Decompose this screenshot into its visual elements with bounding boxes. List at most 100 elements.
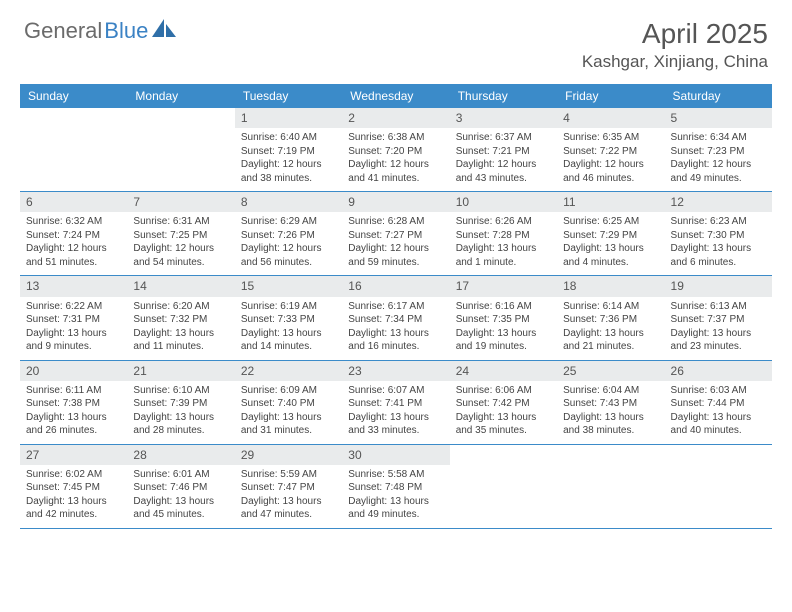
- sunset-text: Sunset: 7:41 PM: [348, 397, 443, 411]
- daylight-text: Daylight: 13 hours and 28 minutes.: [133, 411, 228, 438]
- day-number: 28: [127, 445, 234, 465]
- sunrise-text: Sunrise: 6:38 AM: [348, 131, 443, 145]
- day-cell: 30Sunrise: 5:58 AMSunset: 7:48 PMDayligh…: [342, 445, 449, 528]
- day-body: Sunrise: 6:34 AMSunset: 7:23 PMDaylight:…: [665, 128, 772, 191]
- day-number: 19: [665, 276, 772, 296]
- sunrise-text: Sunrise: 6:11 AM: [26, 384, 121, 398]
- sunset-text: Sunset: 7:24 PM: [26, 229, 121, 243]
- day-number: 30: [342, 445, 449, 465]
- weekday-header: Thursday: [450, 84, 557, 108]
- day-number: [20, 108, 127, 128]
- day-number: [127, 108, 234, 128]
- day-body: Sunrise: 6:29 AMSunset: 7:26 PMDaylight:…: [235, 212, 342, 275]
- daylight-text: Daylight: 12 hours and 46 minutes.: [563, 158, 658, 185]
- day-cell: 4Sunrise: 6:35 AMSunset: 7:22 PMDaylight…: [557, 108, 664, 191]
- day-cell: 3Sunrise: 6:37 AMSunset: 7:21 PMDaylight…: [450, 108, 557, 191]
- sunrise-text: Sunrise: 6:10 AM: [133, 384, 228, 398]
- day-number: 29: [235, 445, 342, 465]
- sunrise-text: Sunrise: 6:07 AM: [348, 384, 443, 398]
- sunrise-text: Sunrise: 6:25 AM: [563, 215, 658, 229]
- sunrise-text: Sunrise: 6:29 AM: [241, 215, 336, 229]
- sunrise-text: Sunrise: 6:23 AM: [671, 215, 766, 229]
- day-cell: [20, 108, 127, 191]
- day-cell: 21Sunrise: 6:10 AMSunset: 7:39 PMDayligh…: [127, 361, 234, 444]
- daylight-text: Daylight: 13 hours and 33 minutes.: [348, 411, 443, 438]
- sunset-text: Sunset: 7:36 PM: [563, 313, 658, 327]
- sunset-text: Sunset: 7:37 PM: [671, 313, 766, 327]
- sunset-text: Sunset: 7:27 PM: [348, 229, 443, 243]
- day-body: Sunrise: 6:22 AMSunset: 7:31 PMDaylight:…: [20, 297, 127, 360]
- day-cell: 10 Sunrise: 6:26 AMSunset: 7:28 PMDayligh…: [450, 192, 557, 275]
- day-number: 9: [342, 192, 449, 212]
- daylight-text: Daylight: 13 hours and 4 minutes.: [563, 242, 658, 269]
- sunset-text: Sunset: 7:47 PM: [241, 481, 336, 495]
- day-number: 24: [450, 361, 557, 381]
- weekday-header: Friday: [557, 84, 664, 108]
- day-cell: 25Sunrise: 6:04 AMSunset: 7:43 PMDayligh…: [557, 361, 664, 444]
- sunset-text: Sunset: 7:34 PM: [348, 313, 443, 327]
- day-body: Sunrise: 6:23 AMSunset: 7:30 PMDaylight:…: [665, 212, 772, 275]
- day-number: 15: [235, 276, 342, 296]
- sunrise-text: Sunrise: 6:01 AM: [133, 468, 228, 482]
- sunrise-text: Sunrise: 6:03 AM: [671, 384, 766, 398]
- sunset-text: Sunset: 7:21 PM: [456, 145, 551, 159]
- weeks-container: 1Sunrise: 6:40 AMSunset: 7:19 PMDaylight…: [20, 108, 772, 529]
- day-cell: 18Sunrise: 6:14 AMSunset: 7:36 PMDayligh…: [557, 276, 664, 359]
- day-cell: 24Sunrise: 6:06 AMSunset: 7:42 PMDayligh…: [450, 361, 557, 444]
- daylight-text: Daylight: 13 hours and 16 minutes.: [348, 327, 443, 354]
- daylight-text: Daylight: 13 hours and 11 minutes.: [133, 327, 228, 354]
- day-body: Sunrise: 6:01 AMSunset: 7:46 PMDaylight:…: [127, 465, 234, 528]
- sunset-text: Sunset: 7:38 PM: [26, 397, 121, 411]
- daylight-text: Daylight: 13 hours and 6 minutes.: [671, 242, 766, 269]
- sunrise-text: Sunrise: 6:13 AM: [671, 300, 766, 314]
- sunrise-text: Sunrise: 6:28 AM: [348, 215, 443, 229]
- daylight-text: Daylight: 13 hours and 1 minute.: [456, 242, 551, 269]
- daylight-text: Daylight: 13 hours and 21 minutes.: [563, 327, 658, 354]
- week-row: 6Sunrise: 6:32 AMSunset: 7:24 PMDaylight…: [20, 192, 772, 276]
- daylight-text: Daylight: 13 hours and 49 minutes.: [348, 495, 443, 522]
- daylight-text: Daylight: 13 hours and 47 minutes.: [241, 495, 336, 522]
- sunrise-text: Sunrise: 6:34 AM: [671, 131, 766, 145]
- day-cell: 8Sunrise: 6:29 AMSunset: 7:26 PMDaylight…: [235, 192, 342, 275]
- day-number: 2: [342, 108, 449, 128]
- day-number: 10: [450, 192, 557, 212]
- sunset-text: Sunset: 7:29 PM: [563, 229, 658, 243]
- daylight-text: Daylight: 13 hours and 31 minutes.: [241, 411, 336, 438]
- sunset-text: Sunset: 7:20 PM: [348, 145, 443, 159]
- day-body: Sunrise: 6:13 AMSunset: 7:37 PMDaylight:…: [665, 297, 772, 360]
- daylight-text: Daylight: 12 hours and 38 minutes.: [241, 158, 336, 185]
- day-number: 20: [20, 361, 127, 381]
- day-body: Sunrise: 6:17 AMSunset: 7:34 PMDaylight:…: [342, 297, 449, 360]
- sunrise-text: Sunrise: 6:26 AM: [456, 215, 551, 229]
- day-number: 14: [127, 276, 234, 296]
- sunrise-text: Sunrise: 6:31 AM: [133, 215, 228, 229]
- sunset-text: Sunset: 7:31 PM: [26, 313, 121, 327]
- day-number: 11: [557, 192, 664, 212]
- weekday-header: Saturday: [665, 84, 772, 108]
- day-number: 7: [127, 192, 234, 212]
- calendar: SundayMondayTuesdayWednesdayThursdayFrid…: [20, 84, 772, 529]
- day-body: Sunrise: 6:32 AMSunset: 7:24 PMDaylight:…: [20, 212, 127, 275]
- day-cell: 19Sunrise: 6:13 AMSunset: 7:37 PMDayligh…: [665, 276, 772, 359]
- sunrise-text: Sunrise: 6:17 AM: [348, 300, 443, 314]
- daylight-text: Daylight: 12 hours and 49 minutes.: [671, 158, 766, 185]
- daylight-text: Daylight: 13 hours and 45 minutes.: [133, 495, 228, 522]
- day-number: 26: [665, 361, 772, 381]
- day-cell: 28Sunrise: 6:01 AMSunset: 7:46 PMDayligh…: [127, 445, 234, 528]
- sunset-text: Sunset: 7:22 PM: [563, 145, 658, 159]
- sunset-text: Sunset: 7:46 PM: [133, 481, 228, 495]
- day-number: 8: [235, 192, 342, 212]
- day-cell: 12Sunrise: 6:23 AMSunset: 7:30 PMDayligh…: [665, 192, 772, 275]
- sunrise-text: Sunrise: 6:20 AM: [133, 300, 228, 314]
- day-body: Sunrise: 6:38 AMSunset: 7:20 PMDaylight:…: [342, 128, 449, 191]
- daylight-text: Daylight: 12 hours and 54 minutes.: [133, 242, 228, 269]
- week-row: 27Sunrise: 6:02 AMSunset: 7:45 PMDayligh…: [20, 445, 772, 529]
- sunset-text: Sunset: 7:28 PM: [456, 229, 551, 243]
- sunrise-text: Sunrise: 6:02 AM: [26, 468, 121, 482]
- sunrise-text: Sunrise: 6:19 AM: [241, 300, 336, 314]
- day-cell: 7Sunrise: 6:31 AMSunset: 7:25 PMDaylight…: [127, 192, 234, 275]
- daylight-text: Daylight: 13 hours and 35 minutes.: [456, 411, 551, 438]
- day-cell: [127, 108, 234, 191]
- month-title: April 2025: [582, 18, 768, 50]
- sunset-text: Sunset: 7:43 PM: [563, 397, 658, 411]
